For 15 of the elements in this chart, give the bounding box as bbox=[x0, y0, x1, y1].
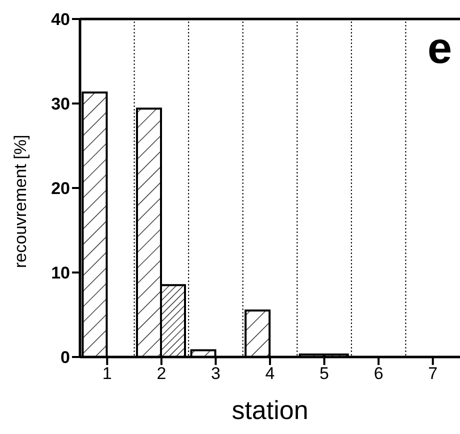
y-axis-title: recouvrement [%] bbox=[11, 134, 30, 268]
y-tick-label: 10 bbox=[51, 264, 70, 283]
x-tick-label: 3 bbox=[210, 364, 220, 384]
y-tick-label: 40 bbox=[51, 10, 70, 30]
x-tick-label: 6 bbox=[374, 364, 384, 384]
x-tick-label: 7 bbox=[428, 364, 438, 384]
annotation: e bbox=[428, 24, 452, 74]
y-tick-label: 20 bbox=[51, 179, 70, 198]
x-tick-label: 4 bbox=[265, 364, 275, 384]
y-tick-label: 0 bbox=[60, 348, 70, 368]
x-axis-title: station bbox=[232, 395, 308, 425]
x-tick-label: 1 bbox=[102, 364, 112, 384]
x-tick-label: 2 bbox=[156, 364, 166, 384]
y-tick-label: 30 bbox=[51, 94, 70, 114]
x-tick-label: 5 bbox=[320, 364, 330, 384]
